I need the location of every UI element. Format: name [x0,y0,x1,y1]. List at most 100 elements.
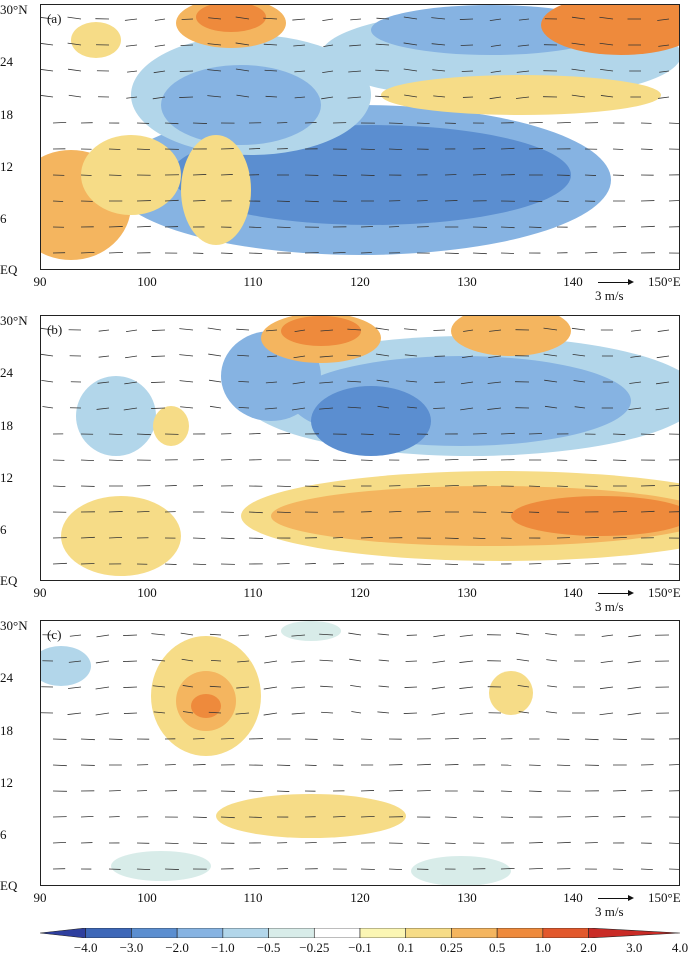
wind-vector [165,564,177,565]
wind-vector [193,123,207,124]
wind-vector [193,817,207,818]
wind-vector [249,538,263,539]
colorbar-segment [86,928,132,938]
x-tick-110: 110 [243,890,262,906]
panel-b: (b) 30°N 24 18 12 6 EQ 90 100 110 120 13… [0,315,700,620]
wind-vector [445,538,459,539]
wind-vector [613,790,626,791]
x-tick-120: 120 [350,585,370,601]
wind-vector [277,433,290,434]
wind-vector [433,408,445,409]
y-tick-18: 18 [0,723,36,739]
wind-vector [277,765,290,766]
y-tick-6: 6 [0,522,36,538]
wind-vector [669,869,680,870]
wind-vector [165,869,179,870]
y-tick-24: 24 [0,670,36,686]
colorbar-segment [360,928,406,938]
wind-vector [152,330,165,331]
colorbar-high-extension [589,928,680,938]
y-tick-12: 12 [0,775,36,791]
wind-vector [249,148,260,149]
y-tick-6: 6 [0,827,36,843]
wind-vector [445,200,457,201]
x-tick-150e: 150°E [648,585,681,601]
colorbar-segment [314,928,360,938]
wind-vector [669,764,680,765]
wind-vector [109,226,123,227]
reference-vector-c: 3 m/s [595,904,624,920]
x-tick-150e: 150°E [648,274,681,290]
wind-vector [249,868,260,869]
reference-vector-a: 3 m/s [595,288,624,304]
wind-vector [193,738,205,739]
wind-vector [221,459,232,460]
map-panel-c: (c) [40,620,680,886]
colorbar [40,928,680,938]
wind-vector [109,175,121,176]
panel-label-b: (b) [47,322,62,338]
x-tick-90: 90 [34,890,47,906]
wind-vector [53,201,63,202]
shaded-field-c [41,621,680,886]
panel-label-a: (a) [47,11,61,27]
x-tick-150e: 150°E [648,890,681,906]
colorbar-segment [451,928,497,938]
wind-vector [613,816,625,817]
wind-vector [277,791,289,792]
wind-vector [529,227,541,228]
wind-vector [557,486,568,487]
wind-vector [585,175,596,176]
colorbar-low-extension [40,928,86,938]
x-tick-110: 110 [243,274,262,290]
wind-vector [193,764,206,765]
x-tick-100: 100 [137,890,157,906]
colorbar-segment [131,928,177,938]
colorbar-segment [177,928,223,938]
panel-c: (c) 30°N 24 18 12 6 EQ 90 100 110 120 13… [0,620,700,925]
wind-vector [529,433,542,434]
x-tick-140: 140 [563,890,583,906]
wind-vector [277,868,288,869]
colorbar-segment [406,928,452,938]
wind-vector [529,842,543,843]
wind-vector [81,563,94,564]
shaded-field-a [41,5,680,270]
y-tick-eq: EQ [0,262,36,278]
wind-vector [361,226,373,227]
x-tick-130: 130 [457,585,477,601]
wind-vector [417,200,428,201]
wind-vector [641,149,653,150]
y-tick-30n: 30°N [0,618,36,634]
y-tick-eq: EQ [0,573,36,589]
map-panel-b: (b) [40,315,680,581]
wind-vector [529,765,541,766]
wind-vector [613,460,626,461]
y-tick-12: 12 [0,159,36,175]
wind-vector [305,122,317,123]
wind-vector [277,201,290,202]
y-tick-24: 24 [0,54,36,70]
y-tick-24: 24 [0,365,36,381]
reference-arrow-c [598,898,632,899]
x-tick-130: 130 [457,890,477,906]
colorbar-segment [269,928,315,938]
wind-vector [193,200,205,201]
panel-a: (a) 30°N 24 18 12 6 EQ 90 100 110 120 13… [0,4,700,309]
x-tick-130: 130 [457,274,477,290]
x-tick-140: 140 [563,585,583,601]
y-tick-18: 18 [0,107,36,123]
x-tick-90: 90 [34,585,47,601]
x-tick-90: 90 [34,274,47,290]
y-tick-eq: EQ [0,878,36,894]
panel-label-c: (c) [47,627,61,643]
x-tick-140: 140 [563,274,583,290]
wind-vector [445,253,459,254]
colorbar-segment [223,928,269,938]
wind-vector [529,791,542,792]
reference-arrow-a [598,282,632,283]
x-tick-100: 100 [137,585,157,601]
reference-arrow-b [598,593,632,594]
x-tick-120: 120 [350,274,370,290]
